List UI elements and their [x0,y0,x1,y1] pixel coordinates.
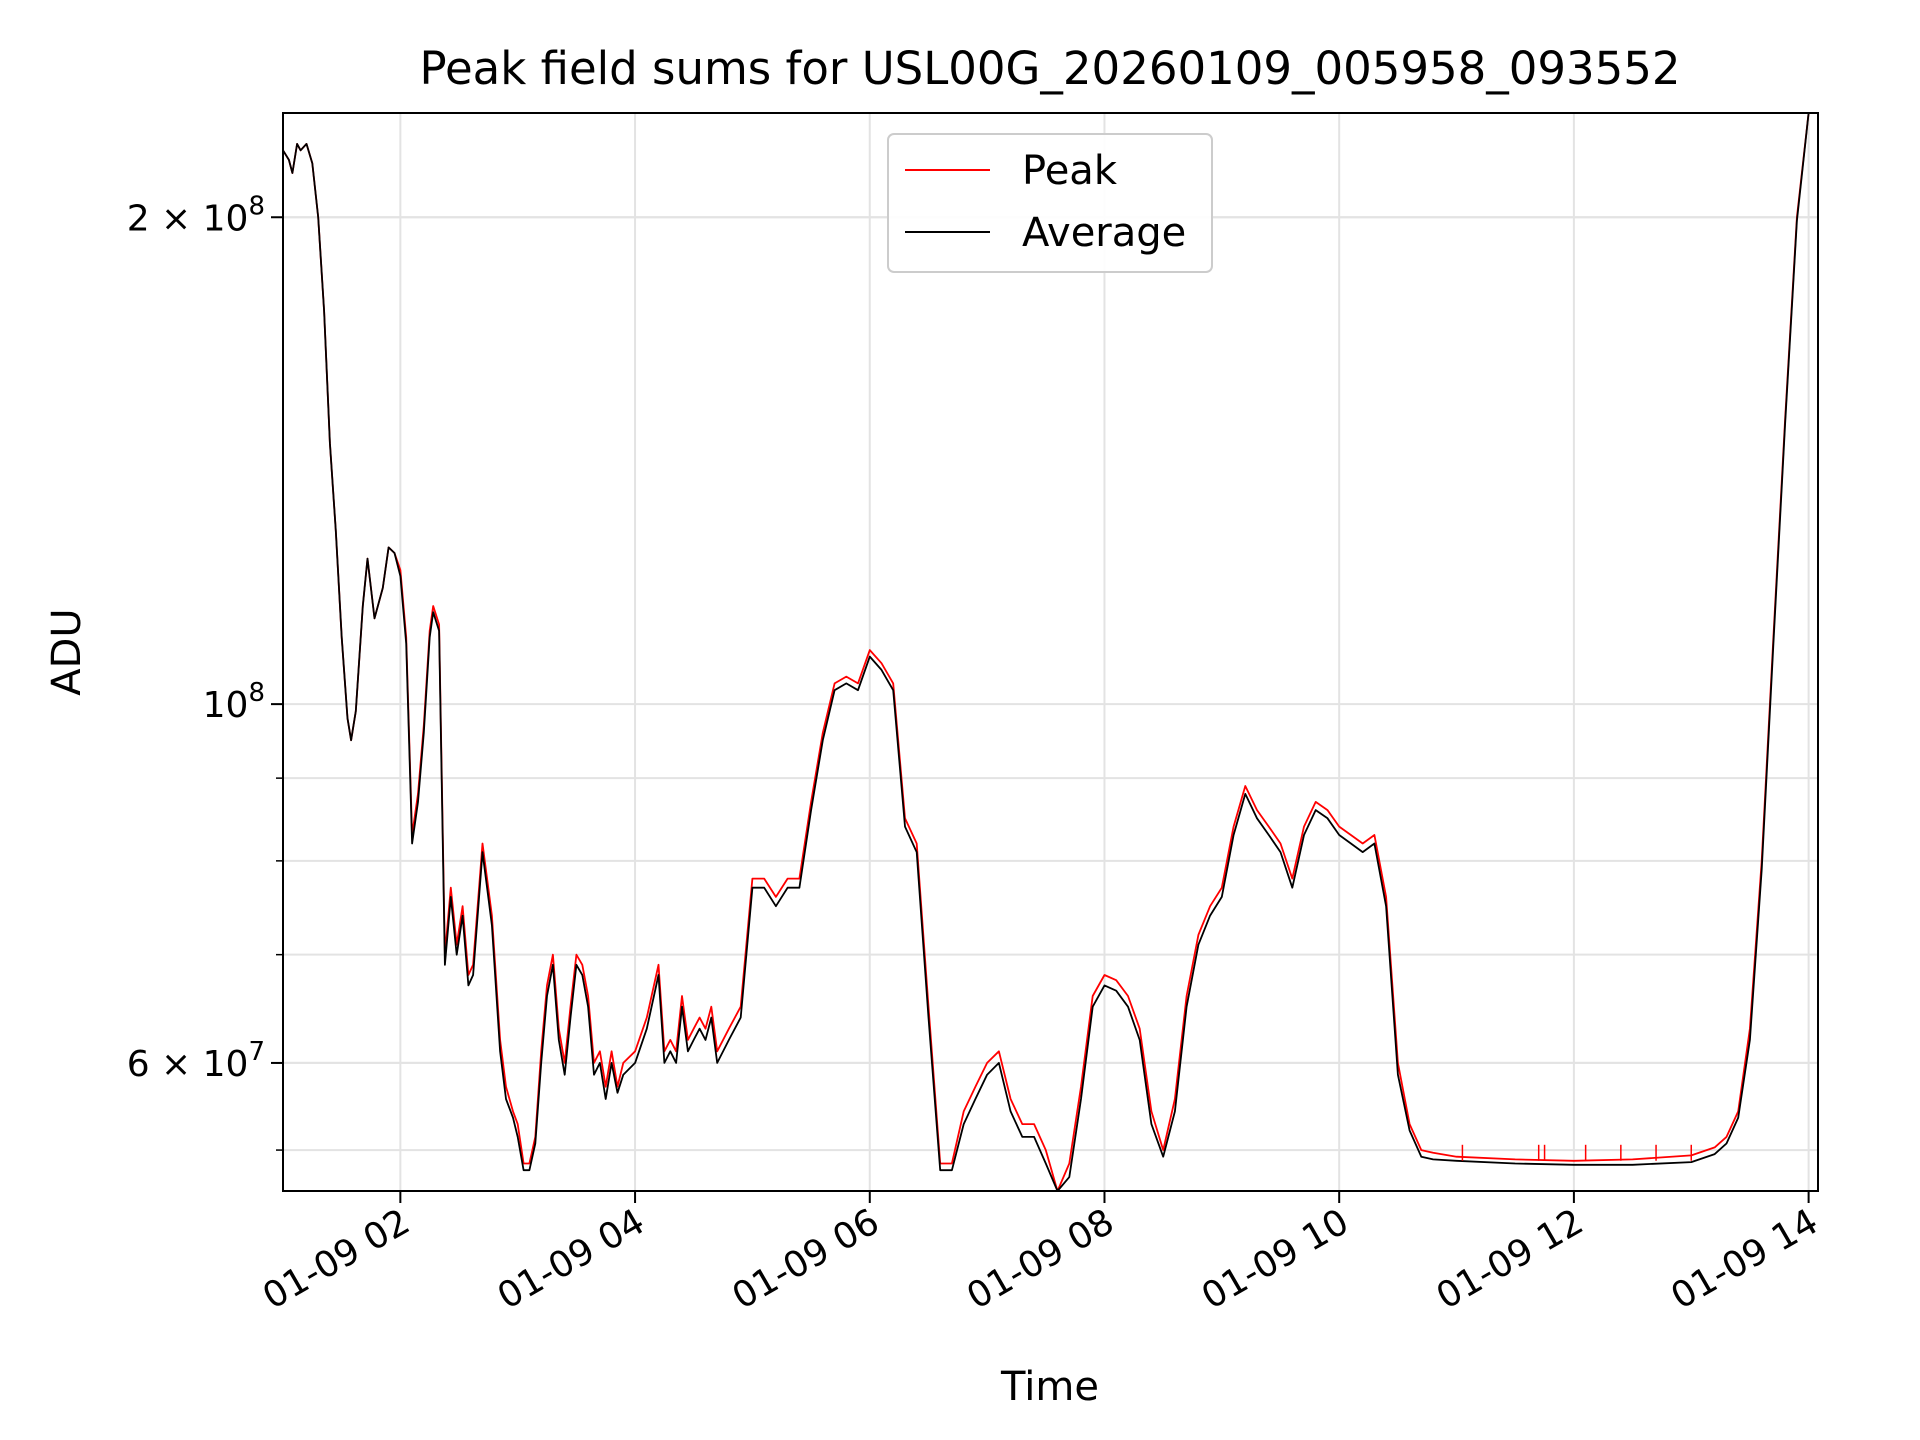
plot-frame [282,112,1819,1192]
y-axis-ticks: 2 × 108 108 6 × 107 [127,191,283,1151]
legend: Peak Average [887,133,1213,273]
series-layer [282,112,1810,1192]
x-axis-label: Time [1000,1364,1099,1410]
y-tick-label: 2 × 108 [127,191,265,239]
y-tick-label: 6 × 107 [127,1037,265,1085]
series-line-average [282,112,1810,1192]
legend-label-average: Average [1022,210,1186,256]
chart-title: Peak field sums for USL00G_20260109_0059… [419,42,1680,95]
y-axis-label: ADU [44,608,90,695]
legend-box [887,133,1213,273]
legend-label-peak: Peak [1022,148,1118,194]
y-tick-label: 108 [203,678,265,726]
